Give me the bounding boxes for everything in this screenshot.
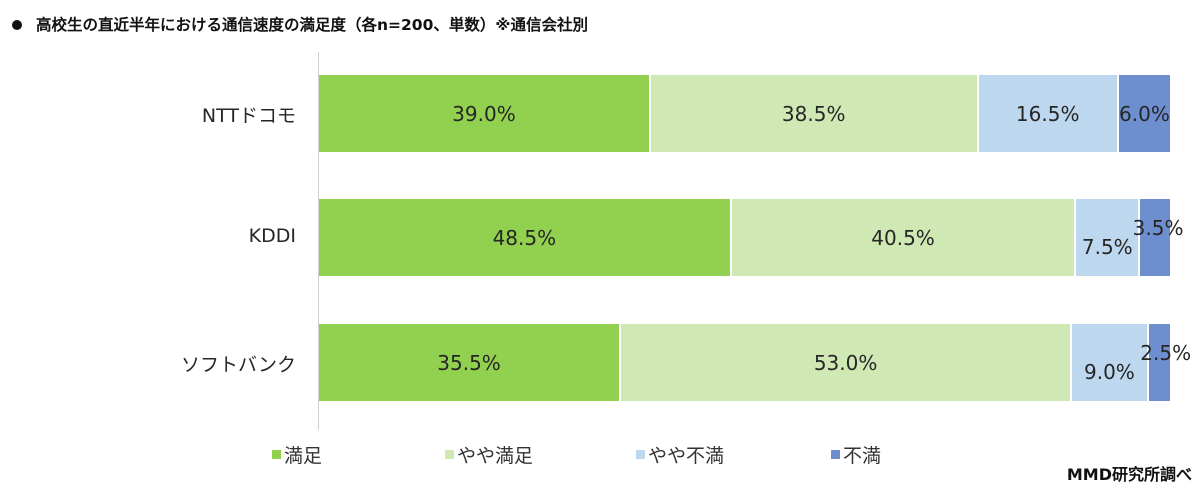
- data-label: 2.5%: [1140, 341, 1192, 366]
- bullet-icon: [12, 19, 22, 30]
- legend-swatch: [636, 450, 645, 459]
- chart-title: 高校生の直近半年における通信速度の満足度（各n=200、単数）※通信会社別: [12, 13, 588, 35]
- bar-segment-satisfied: 39.0%: [319, 75, 651, 152]
- legend-swatch: [445, 450, 454, 459]
- data-label: 9.0%: [1083, 359, 1135, 384]
- data-label: 16.5%: [1015, 101, 1080, 126]
- bar-segment-somewhat-satisfied: 53.0%: [621, 324, 1073, 401]
- bar-segment-dissatisfied: 3.5%: [1133, 199, 1183, 276]
- data-label: 6.0%: [1119, 101, 1170, 126]
- legend-swatch: [831, 450, 840, 459]
- legend-item-satisfied: 満足: [272, 441, 322, 468]
- bar-row-softbank: 35.5% 53.0% 9.0% 2.5%: [319, 324, 1191, 401]
- legend-label: 満足: [284, 445, 323, 467]
- bar-segment-somewhat-satisfied: 38.5%: [650, 75, 979, 152]
- chart-title-text: 高校生の直近半年における通信速度の満足度（各n=200、単数）※通信会社別: [36, 16, 588, 34]
- bar-row-kddi: 48.5% 40.5% 7.5% 3.5%: [319, 199, 1183, 276]
- bar-segment-dissatisfied: 2.5%: [1140, 324, 1191, 401]
- category-label: NTTドコモ: [201, 105, 296, 127]
- bar-segment-satisfied: 35.5%: [319, 324, 622, 401]
- data-label: 48.5%: [492, 225, 557, 250]
- bar-segment-dissatisfied: 6.0%: [1118, 75, 1170, 152]
- bar-segment-satisfied: 48.5%: [319, 199, 732, 276]
- data-label: 40.5%: [871, 225, 935, 250]
- bar-row-ntt-docomo: 39.0% 38.5% 16.5% 6.0%: [319, 75, 1170, 152]
- legend: 満足 やや満足 やや不満 不満: [0, 441, 1200, 468]
- legend-label: やや満足: [457, 445, 534, 467]
- data-label: 7.5%: [1081, 234, 1133, 259]
- bar-segment-somewhat-dissatisfied: 7.5%: [1076, 199, 1141, 276]
- legend-item-somewhat-satisfied: やや満足: [445, 441, 533, 468]
- data-label: 3.5%: [1132, 216, 1184, 241]
- category-label: KDDI: [248, 225, 296, 247]
- data-label: 53.0%: [813, 350, 878, 375]
- bar-segment-somewhat-satisfied: 40.5%: [731, 199, 1077, 276]
- data-label: 38.5%: [781, 101, 846, 126]
- category-label: ソフトバンク: [181, 354, 296, 376]
- data-label: 35.5%: [437, 350, 501, 375]
- category-axis-line: [318, 52, 319, 430]
- bar-segment-somewhat-dissatisfied: 16.5%: [978, 75, 1119, 152]
- bar-segment-somewhat-dissatisfied: 9.0%: [1072, 324, 1149, 401]
- source-note: MMD研究所調べ: [1066, 465, 1192, 484]
- legend-item-dissatisfied: 不満: [831, 441, 881, 468]
- legend-swatch: [272, 450, 281, 459]
- legend-label: やや不満: [648, 445, 725, 467]
- data-label: 39.0%: [452, 101, 516, 126]
- legend-item-somewhat-dissatisfied: やや不満: [636, 441, 724, 468]
- legend-label: 不満: [843, 445, 882, 467]
